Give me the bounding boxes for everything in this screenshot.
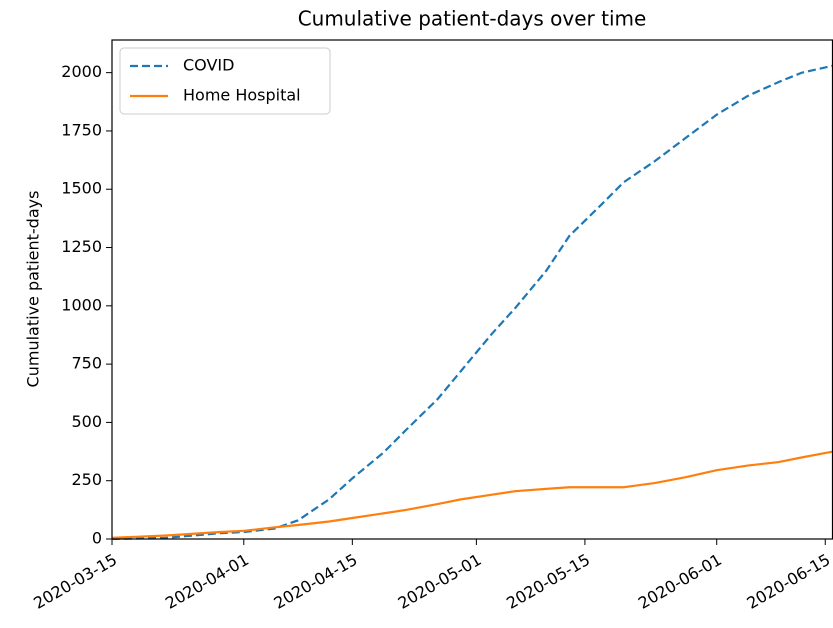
y-axis-label: Cumulative patient-days <box>24 191 43 388</box>
chart-title: Cumulative patient-days over time <box>298 7 647 31</box>
y-tick-label: 1500 <box>61 179 102 198</box>
x-tick-label: 2020-06-15 <box>743 550 833 613</box>
legend-box <box>119 47 331 115</box>
x-tick-label: 2020-05-01 <box>395 550 485 613</box>
legend-label: COVID <box>183 56 234 75</box>
x-tick-label: 2020-04-15 <box>271 550 361 613</box>
y-tick-label: 1750 <box>61 120 102 139</box>
y-tick-label: 1250 <box>61 237 102 256</box>
plot-frame <box>111 39 833 540</box>
y-tick-label: 1000 <box>61 295 102 314</box>
y-tick-label: 2000 <box>61 62 102 81</box>
y-tick-label: 0 <box>92 529 102 548</box>
data-line <box>111 64 833 541</box>
x-tick-label: 2020-03-15 <box>30 550 120 613</box>
y-tick-label: 750 <box>71 354 102 373</box>
data-line <box>111 450 833 539</box>
y-tick-label: 250 <box>71 470 102 489</box>
x-tick-label: 2020-06-01 <box>635 550 725 613</box>
y-tick-label: 500 <box>71 412 102 431</box>
legend-label: Home Hospital <box>183 86 301 105</box>
x-tick-label: 2020-04-01 <box>162 550 252 613</box>
x-tick-label: 2020-05-15 <box>503 550 593 613</box>
